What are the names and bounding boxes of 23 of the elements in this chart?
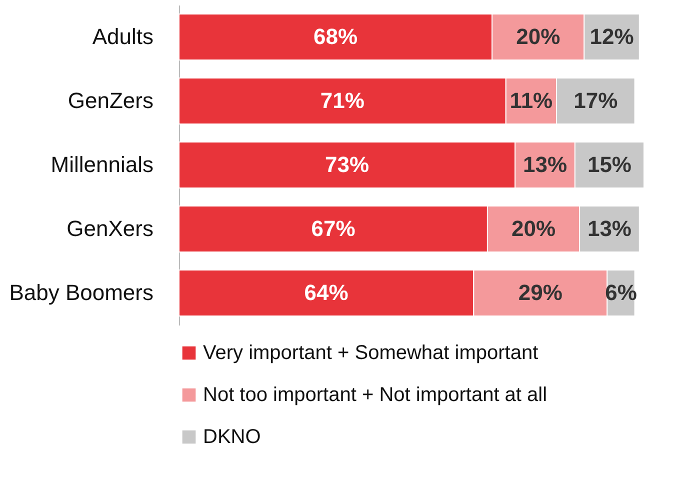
legend-label: Not too important + Not important at all	[203, 384, 548, 406]
y-tick-label: Millennials	[50, 152, 154, 177]
data-label: 68%	[314, 24, 358, 49]
data-label: 15%	[587, 152, 632, 177]
y-tick-label: Adults	[92, 24, 154, 49]
data-label: 64%	[304, 280, 348, 305]
legend-label: DKNO	[203, 426, 261, 448]
data-label: 71%	[320, 88, 364, 113]
data-label: 6%	[605, 280, 637, 305]
data-label: 12%	[590, 24, 634, 49]
data-label: 73%	[325, 152, 370, 177]
data-label: 29%	[518, 280, 562, 305]
data-label: 67%	[311, 216, 356, 241]
data-label: 11%	[510, 88, 553, 113]
data-label: 20%	[516, 24, 560, 49]
y-tick-label: GenXers	[66, 216, 154, 241]
data-label: 17%	[574, 88, 618, 113]
y-tick-label: Baby Boomers	[9, 280, 154, 305]
y-tick-label: GenZers	[68, 88, 154, 113]
data-label: 13%	[522, 152, 568, 177]
legend-label: Very important + Somewhat important	[203, 342, 539, 364]
data-label: 13%	[587, 216, 632, 241]
data-label: 20%	[511, 216, 556, 241]
